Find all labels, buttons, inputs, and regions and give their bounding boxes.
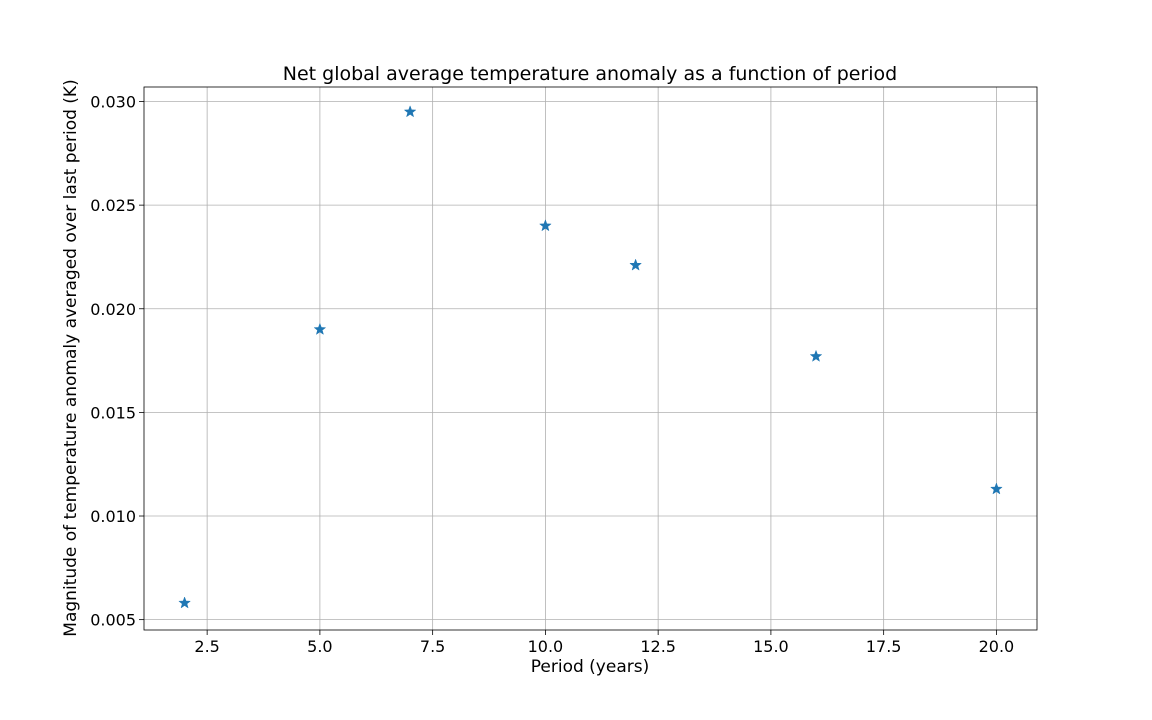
- y-tick-label: 0.010: [90, 507, 136, 526]
- data-point: [403, 105, 417, 118]
- x-tick-label: 5.0: [307, 637, 332, 656]
- x-tick-label: 10.0: [528, 637, 564, 656]
- chart-title: Net global average temperature anomaly a…: [283, 63, 898, 85]
- y-tick-label: 0.025: [90, 196, 136, 215]
- data-point: [313, 322, 327, 335]
- y-axis-label: Magnitude of temperature anomaly average…: [61, 79, 81, 636]
- data-point: [990, 482, 1003, 495]
- data-point: [629, 258, 642, 271]
- y-tick-label: 0.020: [90, 300, 136, 319]
- data-points: [178, 105, 1003, 609]
- grid: [144, 87, 1037, 630]
- y-tick-label: 0.030: [90, 93, 136, 112]
- x-axis-label: Period (years): [531, 657, 649, 677]
- data-point: [539, 219, 552, 232]
- x-tick-label: 12.5: [640, 637, 676, 656]
- x-tick-label: 7.5: [420, 637, 445, 656]
- data-point: [809, 349, 823, 362]
- data-point: [178, 596, 191, 609]
- axis-ticks: 2.5 5.0 7.5 10.0 12.5 15.0 17.5 20.0 0.005 0.010 0…: [90, 93, 1014, 656]
- x-tick-label: 17.5: [866, 637, 902, 656]
- y-tick-label: 0.005: [90, 611, 136, 630]
- x-tick-label: 2.5: [194, 637, 219, 656]
- plot-area-frame: [143, 86, 1038, 631]
- x-tick-label: 15.0: [753, 637, 789, 656]
- y-tick-label: 0.015: [90, 403, 136, 422]
- x-tick-label: 20.0: [979, 637, 1015, 656]
